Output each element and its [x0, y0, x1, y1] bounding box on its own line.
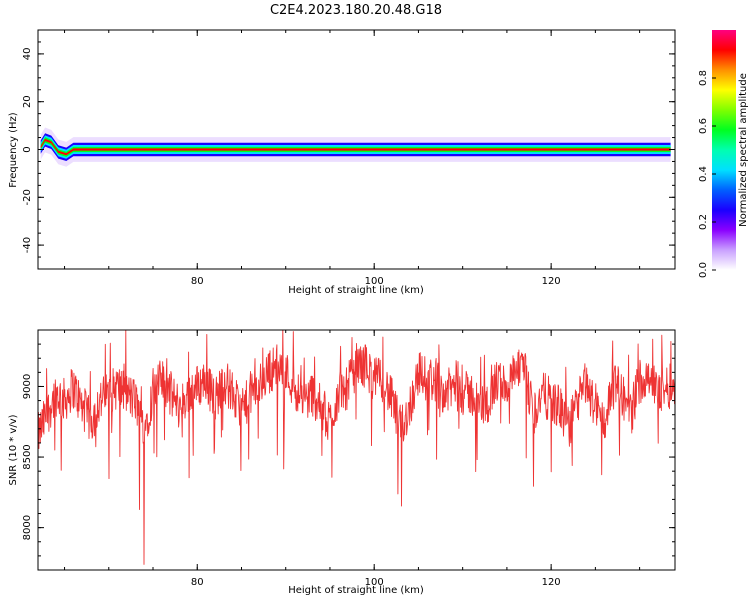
colorbar-tick-label: 0.4 — [698, 166, 709, 182]
colorbar: 0.0 0.2 0.4 0.6 0.8 Normalized spectral ampl… — [698, 30, 749, 278]
snr-x-ticks: 80 100 120 — [64, 330, 641, 588]
ridge-inner — [40, 137, 671, 157]
snr-x-tick-label: 80 — [191, 577, 204, 588]
spectrogram-y-tick-label: -40 — [22, 237, 33, 253]
spectrogram-x-tick-label: 80 — [191, 276, 204, 287]
spectrogram-panel: 80 100 120 40 20 0 -20 -40 Height of straight … — [8, 29, 676, 296]
spectrogram-y-tick-label: 20 — [22, 95, 33, 108]
snr-line — [38, 330, 675, 565]
spectrogram-y-tick-label: 40 — [22, 48, 33, 61]
snr-x-tick-label: 120 — [542, 577, 561, 588]
snr-y-label: SNR (10 * v/v) — [8, 414, 19, 485]
spectrogram-y-tick-label: -20 — [22, 189, 33, 205]
colorbar-label: Normalized spectral amplitude — [738, 73, 749, 227]
spectrogram-y-label: Frequency (Hz) — [8, 112, 19, 188]
snr-x-label: Height of straight line (km) — [288, 585, 424, 596]
spectrogram-x-tick-label: 120 — [542, 276, 561, 287]
spectrogram-x-ticks: 80 100 120 — [64, 30, 641, 287]
spectrogram-ridge — [40, 127, 671, 167]
snr-y-tick-label: 8500 — [22, 444, 33, 469]
figure-title: C2E4.2023.180.20.48.G18 — [270, 3, 442, 18]
snr-y-tick-label: 8000 — [22, 515, 33, 540]
snr-panel: 80 100 120 9000 8500 8000 Height of straight… — [8, 329, 676, 596]
snr-series — [38, 330, 675, 565]
snr-frame — [37, 329, 676, 571]
snr-x-tick-label: 100 — [365, 577, 384, 588]
spectrogram-y-ticks: 40 20 0 -20 -40 — [22, 29, 675, 270]
colorbar-bar — [712, 30, 736, 270]
colorbar-tick-label: 0.2 — [698, 214, 709, 230]
snr-y-tick-label: 9000 — [22, 374, 33, 399]
colorbar-ticks: 0.0 0.2 0.4 0.6 0.8 — [698, 70, 716, 278]
colorbar-tick-label: 0.6 — [698, 118, 709, 134]
spectrogram-x-tick-label: 100 — [365, 276, 384, 287]
spectrogram-y-tick-label: 0 — [22, 146, 33, 152]
colorbar-tick-label: 0.0 — [698, 262, 709, 278]
snr-y-ticks: 9000 8500 8000 — [22, 329, 675, 571]
colorbar-tick-label: 0.8 — [698, 70, 709, 86]
spectrogram-x-label: Height of straight line (km) — [288, 285, 424, 296]
